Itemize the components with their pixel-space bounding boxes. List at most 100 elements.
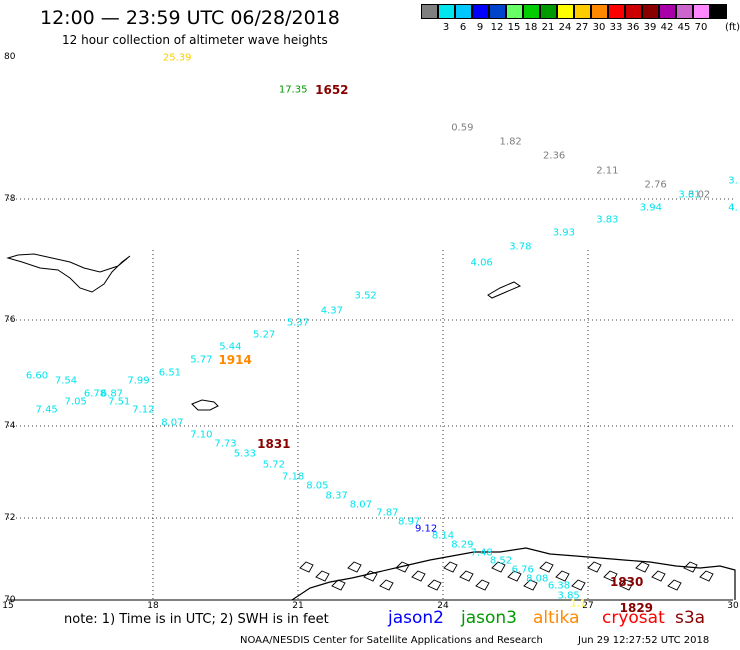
longitude-label: 15 [2, 601, 14, 611]
legend-swatch [693, 4, 710, 19]
coastal-island [555, 570, 570, 582]
wave-height-value: 8.08 [526, 573, 549, 585]
legend-swatch [608, 4, 625, 19]
wave-height-value: 8.07 [161, 417, 184, 429]
coastal-island [411, 570, 426, 582]
wave-height-value: 7.54 [54, 375, 78, 387]
pass-time-label: 1829 [619, 601, 654, 616]
latitude-label: 78 [4, 194, 16, 204]
coastal-island [699, 570, 714, 582]
legend-label: 18 [524, 22, 538, 33]
legend-swatch [506, 4, 523, 19]
legend-swatch [574, 4, 591, 19]
wave-height-value: 3.52 [354, 290, 377, 302]
legend-swatch [438, 4, 455, 19]
wave-height-value: 5.27 [253, 329, 276, 341]
wave-height-value: 8.37 [325, 490, 348, 502]
legend-swatch [421, 4, 438, 19]
map-title: 12:00 — 23:59 UTC 06/28/2018 [40, 7, 340, 29]
wave-height-value: 6.78 [83, 388, 107, 400]
wave-height-value: 7.99 [127, 375, 150, 387]
wave-height-value: 2.11 [596, 165, 619, 177]
longitude-label: 18 [147, 601, 159, 611]
wave-height-value: 7.05 [64, 396, 87, 408]
wave-height-value: 3.85 [557, 590, 580, 602]
coastal-island [651, 570, 666, 582]
wave-height-value: 8.05 [306, 480, 329, 492]
wave-height-value: 3.78 [509, 241, 532, 253]
legend-swatch [659, 4, 676, 19]
coastal-island [667, 579, 682, 591]
satellite-s3a: s3a [675, 608, 706, 628]
wave-height-value: 1.1 [570, 598, 587, 610]
bear-island-coastline [191, 399, 219, 411]
legend-label: 3 [442, 22, 450, 33]
svalbard-coastline [6, 253, 131, 293]
coastal-island [539, 561, 554, 573]
coastal-island [315, 570, 330, 582]
satellite-jason2: jason2 [388, 608, 444, 628]
coastal-island [347, 561, 362, 573]
map-subtitle: 12 hour collection of altimeter wave hei… [62, 33, 328, 47]
legend-label: 15 [507, 22, 521, 33]
wave-height-value: 4.37 [320, 305, 343, 317]
legend-label: 21 [541, 22, 555, 33]
wave-height-value: 7.18 [282, 471, 305, 483]
coastal-island [299, 561, 314, 573]
satellite-altika: altika [533, 608, 580, 628]
coastal-island [331, 579, 346, 591]
footer-note: note: 1) Time is in UTC; 2) SWH is in fe… [64, 612, 329, 627]
wave-height-value: 25.39 [162, 52, 192, 64]
wave-height-value: 3.93 [552, 227, 575, 239]
wave-height-value: 5.33 [233, 448, 256, 460]
legend-label: 36 [626, 22, 640, 33]
coastal-island [491, 561, 506, 573]
coastal-island [507, 570, 522, 582]
coastal-island [459, 570, 474, 582]
wave-height-value: 7.87 [376, 507, 399, 519]
legend-label: 27 [575, 22, 589, 33]
coastal-island [427, 579, 442, 591]
legend-label: 70 [694, 22, 708, 33]
wave-height-value: 2.76 [644, 179, 667, 191]
wave-height-value: 4.06 [470, 257, 493, 269]
legend-swatch [540, 4, 557, 19]
wave-height-value: 4. [728, 202, 738, 214]
legend-swatch [676, 4, 693, 19]
legend-swatch [591, 4, 608, 19]
wave-height-value: 3.94 [639, 202, 662, 214]
wave-height-value: 8.14 [431, 530, 455, 542]
wave-height-value: 5.77 [190, 354, 213, 366]
color-legend: (ft) 3 6 9 12 15 18 21 24 27 30 33 36 39 42 45 70 [421, 4, 740, 34]
coastal-island [683, 561, 698, 573]
coastal-island [635, 561, 650, 573]
legend-swatch [455, 4, 472, 19]
wave-height-value: 6.76 [511, 564, 534, 576]
legend-label: 33 [609, 22, 623, 33]
pass-time-label: 1652 [315, 83, 349, 98]
pass-time-label: 1831 [257, 437, 291, 452]
longitude-label: 30 [727, 601, 739, 611]
longitude-label: 27 [582, 601, 594, 611]
legend-swatch [523, 4, 540, 19]
latitude-label: 80 [4, 52, 16, 62]
legend-swatch [710, 4, 727, 19]
wave-height-value: 17.35 [278, 84, 308, 96]
wave-height-value: 6.87 [100, 388, 124, 400]
coastal-island [587, 561, 602, 573]
coastal-island [379, 579, 394, 591]
coastal-island [475, 579, 490, 591]
wave-height-value: 5.72 [262, 459, 285, 471]
pass-time-label: 1914 [218, 352, 252, 367]
coastal-island [443, 561, 458, 573]
legend-swatch [642, 4, 659, 19]
wave-height-value: 0.59 [451, 122, 474, 134]
wave-height-value: 7.45 [35, 404, 58, 416]
legend-label: 24 [558, 22, 572, 33]
wave-height-value: 6.51 [158, 367, 182, 379]
wave-height-value: 9.12 [414, 523, 438, 535]
legend-label: 39 [643, 22, 657, 33]
wave-height-value: 7.51 [108, 396, 131, 408]
wave-height-value: 8.52 [489, 555, 513, 567]
